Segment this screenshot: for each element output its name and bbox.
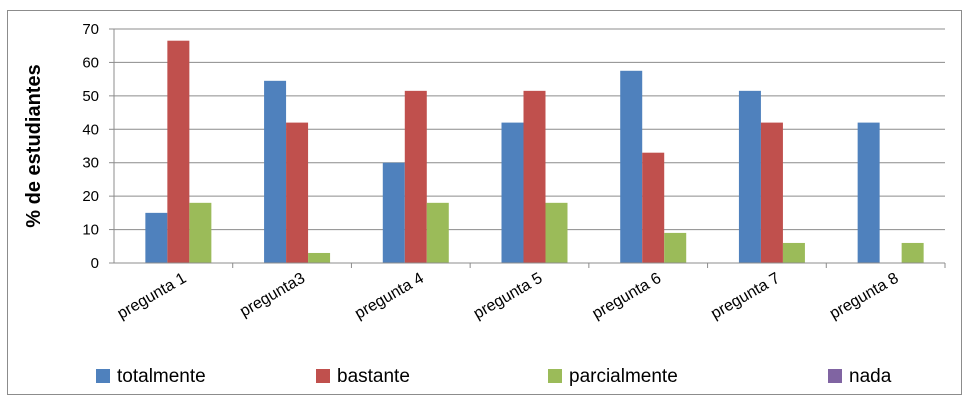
chart-frame bbox=[7, 10, 962, 395]
y-tick-label: 0 bbox=[91, 255, 99, 272]
legend-swatch bbox=[548, 369, 562, 383]
legend-item-parcialmente: parcialmente bbox=[548, 366, 678, 387]
x-tick-label: pregunta 8 bbox=[827, 270, 902, 323]
legend-item-bastante: bastante bbox=[316, 366, 410, 387]
legend-swatch bbox=[316, 369, 330, 383]
x-tick-label: pregunta 7 bbox=[708, 270, 783, 323]
x-tick-label: pregunta 4 bbox=[352, 270, 427, 323]
bar-bastante bbox=[523, 90, 546, 263]
x-tick-label: pregunta 5 bbox=[471, 270, 546, 323]
legend-item-totalmente: totalmente bbox=[96, 366, 206, 387]
bars bbox=[145, 40, 924, 264]
bar-parcialmente bbox=[189, 202, 212, 263]
bar-totalmente bbox=[264, 80, 287, 263]
legend-label: totalmente bbox=[117, 366, 206, 387]
legend-label: nada bbox=[849, 366, 892, 387]
bar-parcialmente bbox=[664, 232, 687, 263]
y-axis-ticks: 0 10 20 30 40 50 60 70 bbox=[82, 21, 114, 272]
y-axis-title: % de estudiantes bbox=[23, 64, 45, 227]
bar-bastante bbox=[642, 152, 665, 263]
y-tick-label: 70 bbox=[82, 21, 99, 38]
bar-parcialmente bbox=[308, 252, 331, 263]
legend-label: parcialmente bbox=[569, 366, 678, 387]
x-tick-label: pregunta3 bbox=[237, 270, 308, 321]
legend-item-nada: nada bbox=[828, 366, 892, 387]
x-axis-ticks: pregunta 1 pregunta3 pregunta 4 pregunta 5 p… bbox=[115, 263, 946, 323]
bar-bastante bbox=[760, 122, 783, 263]
bar-bastante bbox=[286, 122, 309, 263]
y-tick-label: 60 bbox=[82, 54, 99, 71]
legend-swatch bbox=[828, 369, 842, 383]
bar-totalmente bbox=[620, 70, 643, 264]
legend: totalmente bastante parcialmente nada bbox=[96, 366, 892, 387]
x-tick-label: pregunta 6 bbox=[589, 270, 664, 323]
bar-totalmente bbox=[382, 162, 405, 263]
bar-totalmente bbox=[145, 212, 168, 263]
bar-parcialmente bbox=[901, 242, 924, 263]
bar-totalmente bbox=[857, 122, 880, 263]
bar-bastante bbox=[167, 40, 190, 264]
bar-parcialmente bbox=[426, 202, 449, 263]
y-tick-label: 20 bbox=[82, 188, 99, 205]
y-tick-label: 50 bbox=[82, 88, 99, 105]
y-tick-label: 40 bbox=[82, 121, 99, 138]
bar-parcialmente bbox=[545, 202, 568, 263]
bar-parcialmente bbox=[782, 242, 805, 263]
bar-bastante bbox=[404, 90, 427, 263]
bar-totalmente bbox=[738, 90, 761, 263]
legend-swatch bbox=[96, 369, 110, 383]
x-tick-label: pregunta 1 bbox=[115, 270, 190, 323]
y-tick-label: 30 bbox=[82, 155, 99, 172]
bar-totalmente bbox=[501, 122, 524, 263]
y-tick-label: 10 bbox=[82, 222, 99, 239]
legend-label: bastante bbox=[337, 366, 410, 387]
